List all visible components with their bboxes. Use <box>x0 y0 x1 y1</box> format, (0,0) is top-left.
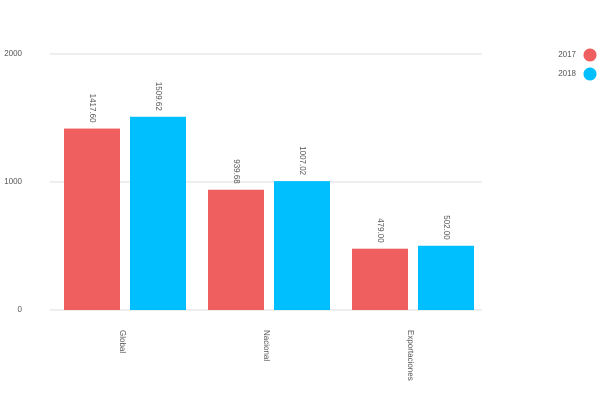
value-label: 1417.60 <box>88 94 97 123</box>
y-tick-label: 0 <box>18 305 23 314</box>
bar <box>208 189 264 310</box>
bar <box>418 245 474 310</box>
legend-label: 2018 <box>558 69 576 78</box>
x-tick-label: Global <box>118 330 127 353</box>
y-tick-label: 2000 <box>4 49 22 58</box>
legend-marker <box>583 67 597 81</box>
bar <box>274 181 330 310</box>
x-tick-label: Exportaciones <box>406 330 415 381</box>
value-label: 939.68 <box>232 159 241 184</box>
x-tick-label: Nacional <box>262 330 271 361</box>
value-label: 1007.02 <box>298 146 307 175</box>
bar <box>352 248 408 310</box>
value-label: 1509.62 <box>154 82 163 111</box>
bar <box>64 128 120 310</box>
value-label: 502.00 <box>442 215 451 240</box>
legend-marker <box>583 48 597 62</box>
bar <box>130 116 186 310</box>
legend-label: 2017 <box>558 50 576 59</box>
value-label: 479.00 <box>376 218 385 243</box>
y-tick-label: 1000 <box>4 177 22 186</box>
